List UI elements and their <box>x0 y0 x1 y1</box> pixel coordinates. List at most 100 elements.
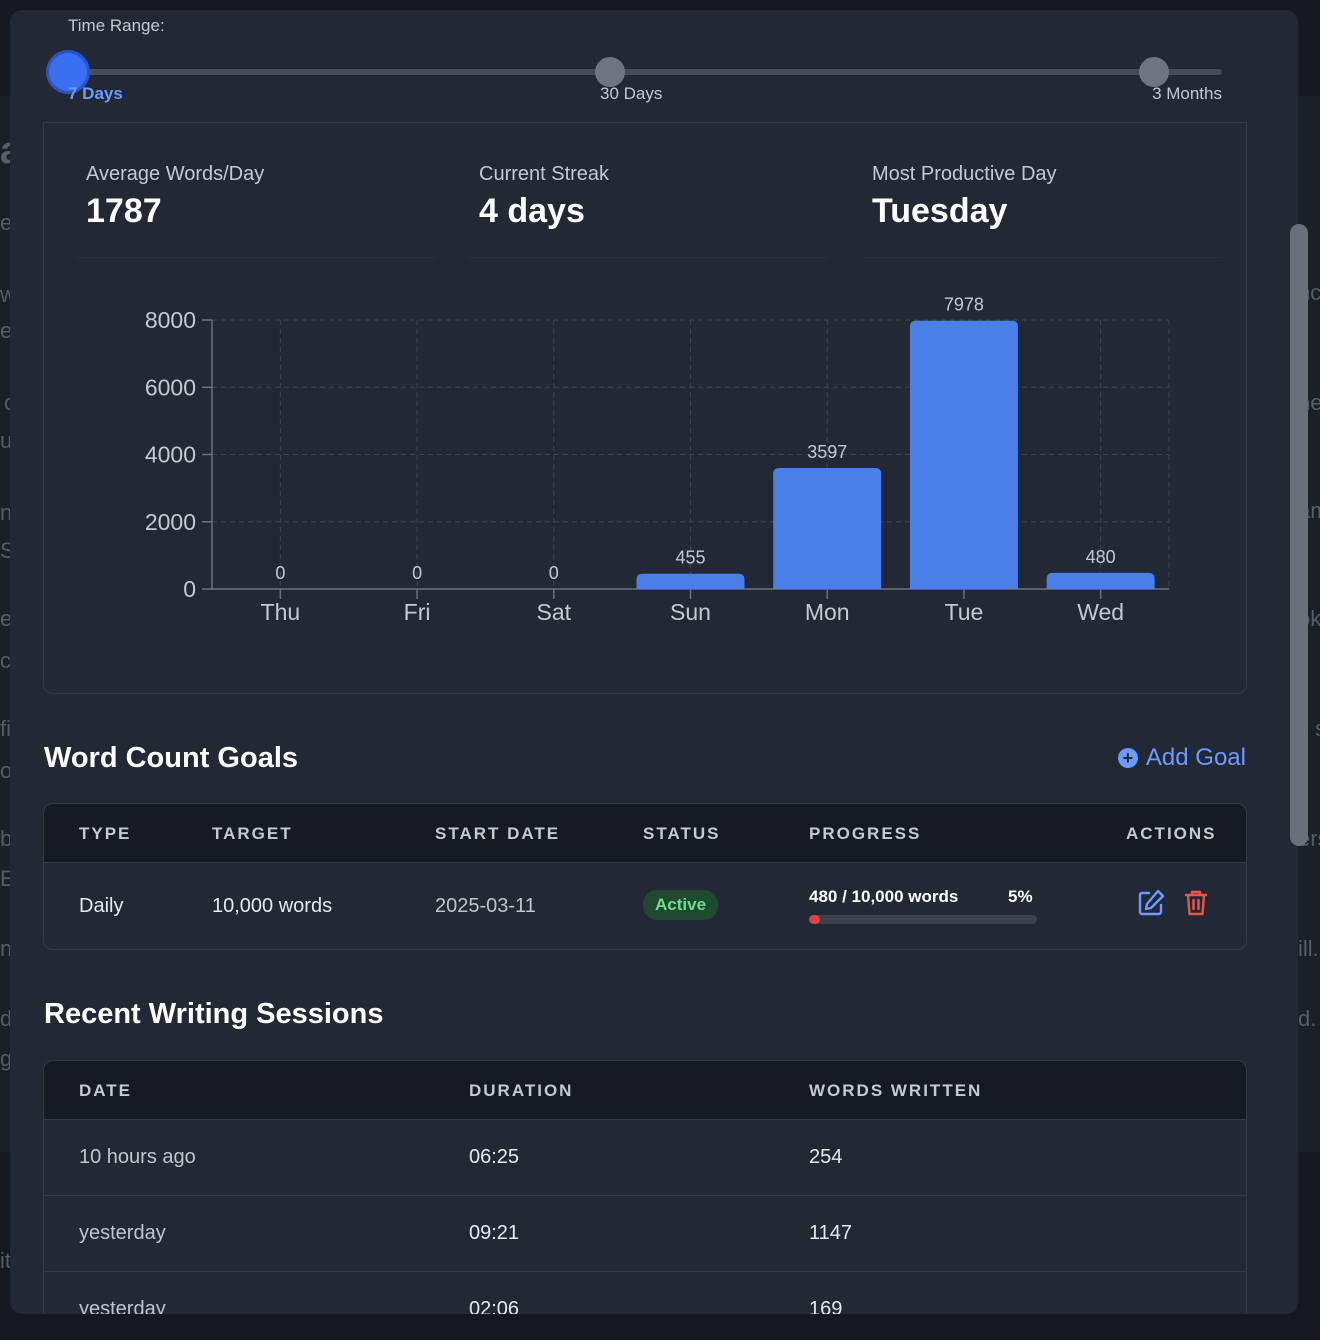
x-tick-label: Thu <box>261 599 301 625</box>
slider-stop-30-days[interactable] <box>595 57 625 87</box>
session-date: 10 hours ago <box>79 1146 196 1168</box>
goal-progress-text: 480 / 10,000 words <box>809 887 959 906</box>
column-header: WORDS WRITTEN <box>809 1081 983 1100</box>
column-header: STATUS <box>643 824 721 843</box>
goal-target: 10,000 words <box>212 895 333 917</box>
session-row: yesterday 02:06 169 <box>44 1272 1246 1314</box>
goals-title: Word Count Goals <box>44 742 299 774</box>
modal-scrollbar[interactable] <box>1290 224 1308 846</box>
stat-productive: Most Productive Day Tuesday <box>872 163 1057 231</box>
x-tick-label: Wed <box>1077 599 1124 625</box>
column-header: START DATE <box>435 824 561 843</box>
data-label: 455 <box>675 548 705 568</box>
bar <box>909 320 1018 589</box>
stat-productive-value: Tuesday <box>872 192 1008 230</box>
goal-row: Daily 10,000 words 2025-03-11 Active 480… <box>44 863 1246 949</box>
x-tick-label: Sun <box>670 599 711 625</box>
session-words: 1147 <box>809 1222 853 1244</box>
bg-text: fi <box>0 716 11 741</box>
stat-average-value: 1787 <box>86 192 162 230</box>
stat-streak: Current Streak 4 days <box>479 163 609 231</box>
bg-text: b <box>0 826 13 851</box>
add-goal-label: Add Goal <box>1145 744 1246 771</box>
slider-track[interactable] <box>68 69 1222 75</box>
bg-text: e <box>0 318 13 343</box>
writing-stats-modal: Time Range: 7 Days 30 Days 3 Months Aver… <box>10 10 1298 1314</box>
bg-text: d <box>0 1006 13 1031</box>
session-duration: 06:25 <box>469 1146 520 1168</box>
session-date: yesterday <box>79 1298 166 1314</box>
edit-icon[interactable] <box>1135 887 1167 919</box>
column-header: DURATION <box>469 1081 574 1100</box>
stat-streak-box <box>468 123 828 258</box>
slider-handle[interactable] <box>49 53 87 91</box>
words-per-day-chart: 0 2000 4000 6000 8000 0 Thu 0 Fri 0 Sat 455 Sun 3597 M… <box>145 295 1170 625</box>
session-words: 169 <box>809 1298 843 1314</box>
data-label: 7978 <box>944 295 984 315</box>
goal-start-date: 2025-03-11 <box>435 895 536 917</box>
x-tick-label: Sat <box>537 599 572 625</box>
sessions-table: DATE DURATION WORDS WRITTEN 10 hours ago… <box>43 1060 1247 1314</box>
stat-average-label: Average Words/Day <box>86 163 265 185</box>
stat-average: Average Words/Day 1787 <box>86 163 264 231</box>
column-header: TARGET <box>212 824 293 843</box>
x-tick-label: Tue <box>945 599 984 625</box>
goal-progress-fill <box>809 915 820 924</box>
bar <box>1046 572 1155 589</box>
stat-productive-label: Most Productive Day <box>872 163 1057 185</box>
session-date: yesterday <box>79 1222 166 1244</box>
session-words: 254 <box>809 1146 843 1168</box>
column-header: PROGRESS <box>809 824 922 843</box>
stat-streak-value: 4 days <box>479 192 585 230</box>
add-goal-button[interactable]: + Add Goal <box>1117 744 1246 772</box>
sessions-table-header: DATE DURATION WORDS WRITTEN <box>44 1061 1246 1120</box>
option-7-days[interactable]: 7 Days <box>68 84 123 103</box>
goals-table-header: TYPE TARGET START DATE STATUS PROGRESS A… <box>44 804 1246 863</box>
y-tick-label: 4000 <box>145 442 196 468</box>
time-range-slider: Time Range: 7 Days 30 Days 3 Months <box>43 10 1247 123</box>
x-tick-label: Mon <box>805 599 850 625</box>
goal-progress-percent: 5% <box>1008 887 1033 906</box>
bg-text: n <box>0 500 13 525</box>
data-label: 3597 <box>807 442 847 462</box>
stat-productive-box <box>862 123 1222 258</box>
session-row: 10 hours ago 06:25 254 <box>44 1120 1246 1196</box>
stat-streak-label: Current Streak <box>479 163 610 185</box>
column-header: ACTIONS <box>1126 824 1217 843</box>
y-tick-label: 0 <box>183 576 196 602</box>
bar <box>636 573 745 589</box>
column-header: DATE <box>79 1081 133 1100</box>
bg-text: u <box>0 428 13 453</box>
goal-type: Daily <box>79 895 124 917</box>
bg-text: e <box>0 210 13 235</box>
option-3-months[interactable]: 3 Months <box>1152 84 1222 103</box>
column-header: TYPE <box>79 824 132 843</box>
bg-text: n <box>0 936 13 961</box>
bg-text: ill. <box>1298 936 1319 961</box>
trash-icon[interactable] <box>1180 887 1212 919</box>
bg-text: e <box>0 606 13 631</box>
option-30-days[interactable]: 30 Days <box>600 84 663 103</box>
stats-card: Average Words/Day 1787 Current Streak 4 … <box>43 123 1247 694</box>
goal-progress-bar <box>809 915 1037 924</box>
data-label: 0 <box>549 563 559 583</box>
time-range-label: Time Range: <box>68 16 165 35</box>
data-label: 0 <box>275 563 285 583</box>
goals-table: TYPE TARGET START DATE STATUS PROGRESS A… <box>43 803 1247 950</box>
data-label: 0 <box>412 563 422 583</box>
session-row: yesterday 09:21 1147 <box>44 1196 1246 1272</box>
bar <box>773 468 882 589</box>
bg-text: g <box>0 1046 13 1071</box>
status-badge: Active <box>643 890 719 920</box>
stat-average-box <box>76 123 436 258</box>
session-duration: 02:06 <box>469 1298 520 1314</box>
data-label: 480 <box>1086 547 1116 567</box>
sessions-title: Recent Writing Sessions <box>44 998 384 1030</box>
bg-text: c <box>0 648 11 673</box>
plus-circle-icon: + <box>1117 748 1138 768</box>
x-tick-label: Fri <box>404 599 431 625</box>
y-tick-label: 2000 <box>145 509 196 535</box>
slider-stop-3-months[interactable] <box>1139 57 1169 87</box>
y-tick-label: 8000 <box>145 307 196 333</box>
bg-text: d. <box>1298 1006 1317 1031</box>
